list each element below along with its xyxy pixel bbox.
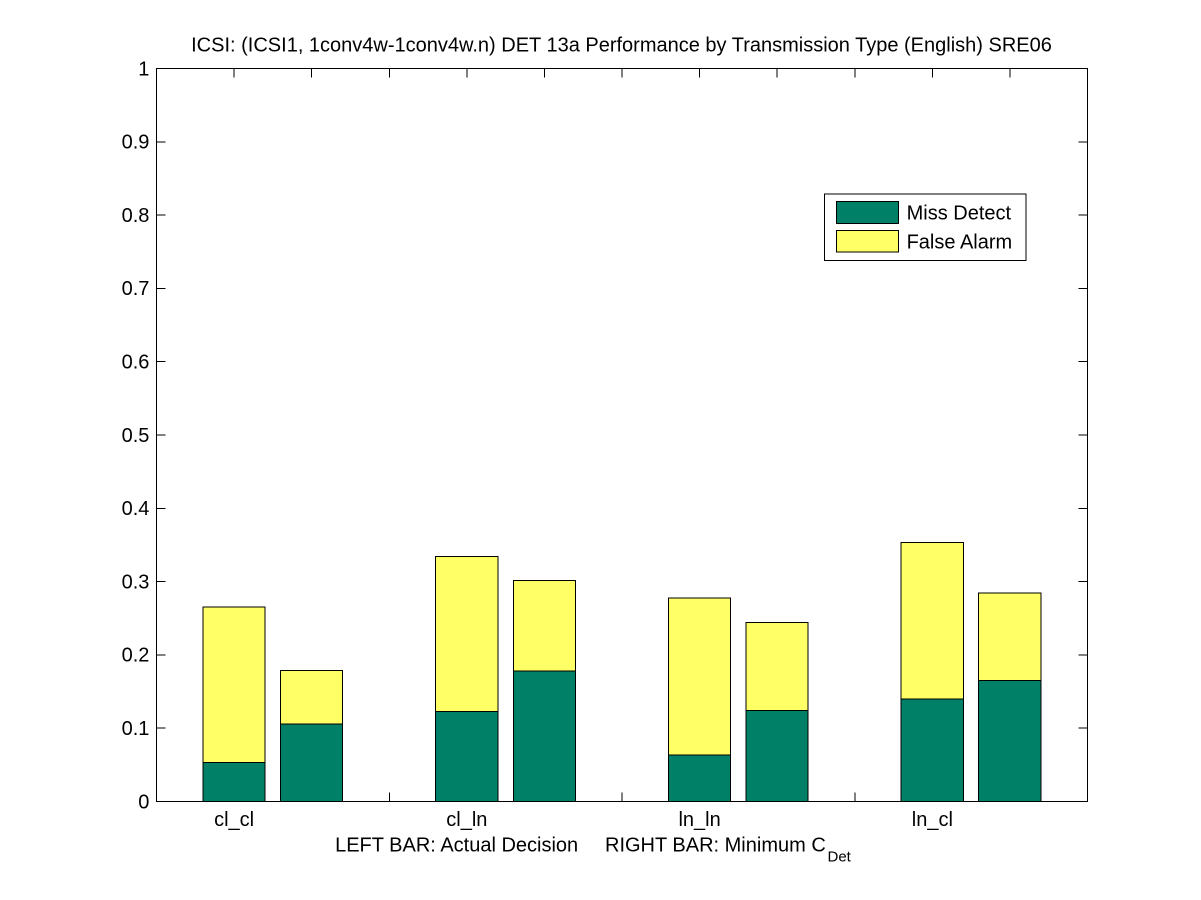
svg-text:0.4: 0.4 xyxy=(122,498,150,520)
svg-text:ICSI: (ICSI1, 1conv4w-1conv4w.: ICSI: (ICSI1, 1conv4w-1conv4w.n) DET 13a… xyxy=(191,35,1052,57)
svg-text:LEFT BAR: Actual Decision: LEFT BAR: Actual Decision xyxy=(335,834,578,856)
svg-text:0.5: 0.5 xyxy=(122,425,150,447)
svg-text:Miss Detect: Miss Detect xyxy=(907,203,1012,225)
svg-text:0.1: 0.1 xyxy=(122,718,150,740)
svg-text:RIGHT BAR: Minimum C: RIGHT BAR: Minimum C xyxy=(605,834,826,856)
svg-text:cl_cl: cl_cl xyxy=(214,809,254,831)
svg-text:1: 1 xyxy=(138,58,149,80)
svg-text:ln_ln: ln_ln xyxy=(678,809,720,831)
svg-text:0: 0 xyxy=(138,791,149,813)
svg-text:cl_ln: cl_ln xyxy=(446,809,487,831)
svg-text:0.3: 0.3 xyxy=(122,571,150,593)
svg-text:0.9: 0.9 xyxy=(122,132,150,154)
svg-text:False Alarm: False Alarm xyxy=(907,232,1013,254)
svg-text:Det: Det xyxy=(828,848,852,865)
svg-text:0.8: 0.8 xyxy=(122,205,150,227)
svg-text:ln_cl: ln_cl xyxy=(912,809,953,831)
svg-text:0.7: 0.7 xyxy=(122,278,150,300)
svg-text:0.6: 0.6 xyxy=(122,352,150,374)
svg-text:0.2: 0.2 xyxy=(122,645,150,667)
